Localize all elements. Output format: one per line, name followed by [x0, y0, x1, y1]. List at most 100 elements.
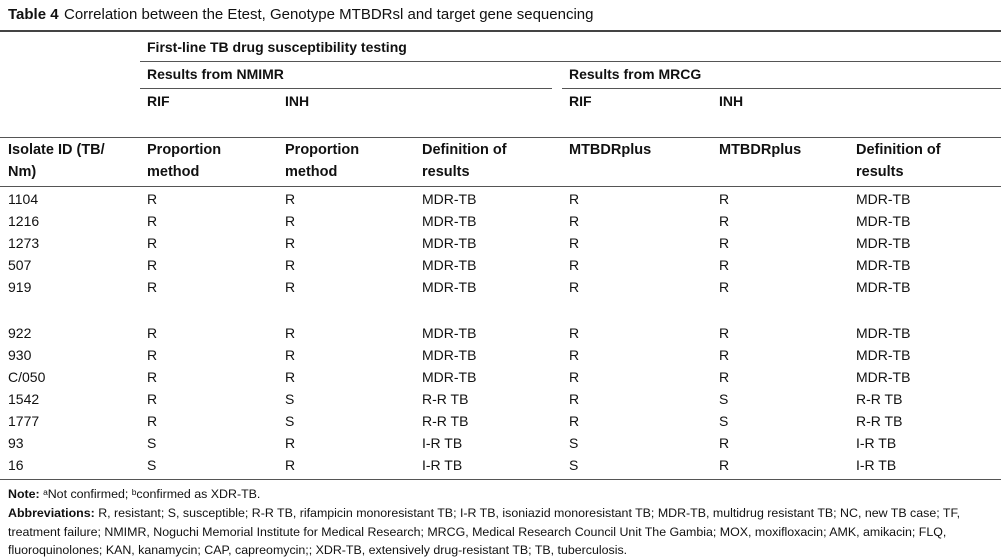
cell: R — [147, 391, 158, 407]
table-title: Correlation between the Etest, Genotype … — [64, 6, 594, 23]
cell: I-R TB — [856, 457, 897, 473]
cell: MDR-TB — [422, 347, 477, 363]
header-rule — [0, 186, 1001, 187]
subgroup-rule — [140, 88, 552, 89]
cell: S — [285, 391, 295, 407]
cell: R — [147, 369, 158, 385]
cell: 1216 — [8, 213, 40, 229]
cell: R — [719, 325, 730, 341]
note: Note: ᵃNot confirmed; ᵇconfirmed as XDR-… — [8, 485, 998, 504]
cell: R — [569, 213, 580, 229]
cell: R — [285, 279, 296, 295]
cell: I-R TB — [422, 435, 463, 451]
cell: MDR-TB — [422, 257, 477, 273]
cell: MDR-TB — [856, 235, 911, 251]
cell: R — [569, 369, 580, 385]
cell: 1104 — [8, 191, 39, 207]
cell: R — [285, 325, 296, 341]
cell: R — [285, 347, 296, 363]
cell: R — [719, 213, 730, 229]
cell: R — [569, 347, 580, 363]
cell: R-R TB — [856, 391, 903, 407]
cell: MDR-TB — [856, 279, 911, 295]
group-rule — [140, 61, 1001, 62]
bottom-rule — [0, 479, 1001, 480]
cell: R — [719, 457, 730, 473]
cell: 1273 — [8, 235, 40, 251]
cell: 919 — [8, 279, 32, 295]
cell: R — [285, 369, 296, 385]
drug-header: INH — [719, 93, 744, 109]
cell: R — [285, 457, 296, 473]
cell: MDR-TB — [422, 213, 477, 229]
cell: S — [569, 435, 579, 451]
cell: MDR-TB — [856, 369, 911, 385]
cell: R — [569, 413, 580, 429]
cell: R-R TB — [422, 413, 469, 429]
cell: MDR-TB — [422, 279, 477, 295]
drug-header: INH — [285, 93, 310, 109]
top-rule — [0, 30, 1001, 32]
cell: S — [719, 391, 729, 407]
cell: 507 — [8, 257, 32, 273]
cell: S — [719, 413, 729, 429]
cell: R — [569, 279, 580, 295]
cell: R — [147, 235, 158, 251]
cell: R — [147, 279, 158, 295]
cell: MDR-TB — [856, 191, 911, 207]
cell: R — [719, 435, 730, 451]
column-header: Definition of results — [422, 142, 507, 180]
cell: S — [285, 413, 295, 429]
note-label: Note: — [8, 487, 40, 501]
column-header: Proportion method — [285, 142, 360, 180]
group-header: First-line TB drug susceptibility testin… — [147, 39, 407, 55]
cell: S — [147, 457, 157, 473]
cell: R — [147, 191, 158, 207]
cell: MDR-TB — [856, 213, 911, 229]
column-header: Definition of results — [856, 142, 941, 180]
note-text: ᵃNot confirmed; ᵇconfirmed as XDR-TB. — [43, 487, 261, 501]
cell: MDR-TB — [856, 347, 911, 363]
cell: R-R TB — [856, 413, 903, 429]
drug-header: RIF — [147, 93, 170, 109]
abbr-text: R, resistant; S, susceptible; R-R TB, ri… — [8, 506, 961, 557]
cell: R-R TB — [422, 391, 469, 407]
cell: 930 — [8, 347, 32, 363]
cell: R — [147, 325, 158, 341]
drug-header: RIF — [569, 93, 592, 109]
cell: MDR-TB — [856, 257, 911, 273]
cell: R — [285, 191, 296, 207]
cell: R — [719, 347, 730, 363]
cell: R — [285, 435, 296, 451]
cell: R — [285, 235, 296, 251]
cell: R — [719, 235, 730, 251]
cell: R — [719, 257, 730, 273]
subgroup-header: Results from MRCG — [569, 66, 702, 82]
cell: I-R TB — [856, 435, 897, 451]
cell: R — [569, 191, 580, 207]
column-header: Isolate ID (TB/ Nm) — [8, 142, 105, 180]
cell: MDR-TB — [422, 369, 477, 385]
cell: 1542 — [8, 391, 40, 407]
cell: R — [147, 213, 158, 229]
cell: S — [569, 457, 579, 473]
cell: R — [569, 235, 580, 251]
column-header: MTBDRplus — [569, 142, 652, 158]
abbreviations: Abbreviations: R, resistant; S, suscepti… — [8, 504, 998, 560]
cell: 16 — [8, 457, 24, 473]
cell: 922 — [8, 325, 32, 341]
column-header: Proportion method — [147, 142, 222, 180]
cell: 1777 — [8, 413, 40, 429]
column-header: MTBDRplus — [719, 142, 802, 158]
cell: R — [719, 279, 730, 295]
cell: R — [569, 257, 580, 273]
cell: R — [147, 413, 158, 429]
cell: S — [147, 435, 157, 451]
cell: R — [285, 213, 296, 229]
cell: C/050 — [8, 369, 46, 385]
cell: MDR-TB — [856, 325, 911, 341]
cell: R — [569, 325, 580, 341]
cell: I-R TB — [422, 457, 463, 473]
subgroup-rule — [562, 88, 1001, 89]
cell: R — [719, 369, 730, 385]
